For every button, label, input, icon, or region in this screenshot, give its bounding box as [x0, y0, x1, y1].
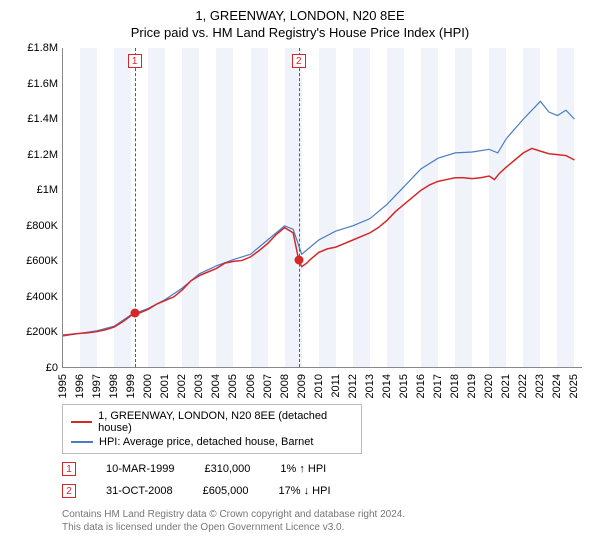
sale-flag-icon: 1: [62, 462, 76, 476]
x-axis-label: 2010: [313, 374, 325, 398]
sale-date: 31-OCT-2008: [106, 485, 173, 497]
y-axis-label: £1.2M: [27, 149, 58, 161]
chart-container: 1, GREENWAY, LONDON, N20 8EE Price paid …: [0, 0, 600, 542]
x-axis-label: 2005: [227, 374, 239, 398]
x-axis-label: 1997: [91, 374, 103, 398]
sale-flag-icon: 2: [62, 484, 76, 498]
x-axis-label: 2025: [568, 374, 580, 398]
legend-label-property: 1, GREENWAY, LONDON, N20 8EE (detached h…: [98, 410, 353, 434]
sale-delta: 17% ↓ HPI: [279, 485, 331, 497]
chart-title: 1, GREENWAY, LONDON, N20 8EE: [12, 8, 588, 23]
sale-row: 1 10-MAR-1999 £310,000 1% ↑ HPI: [62, 462, 588, 476]
x-axis-label: 2017: [432, 374, 444, 398]
x-axis-label: 2006: [245, 374, 257, 398]
x-axis-label: 2016: [415, 374, 427, 398]
x-axis-label: 1995: [57, 374, 69, 398]
x-axis-label: 2003: [193, 374, 205, 398]
x-axis-label: 1996: [74, 374, 86, 398]
x-axis-label: 1998: [108, 374, 120, 398]
x-axis-label: 2013: [364, 374, 376, 398]
sale-date: 10-MAR-1999: [106, 463, 174, 475]
x-axis-label: 2008: [279, 374, 291, 398]
plot-region: 12: [62, 48, 582, 368]
y-axis-label: £800K: [26, 220, 58, 232]
y-axis-label: £1.8M: [27, 42, 58, 54]
x-axis-label: 2011: [330, 374, 342, 398]
y-axis-label: £200K: [26, 326, 58, 338]
footer-line2: This data is licensed under the Open Gov…: [62, 521, 588, 534]
x-axis-label: 2024: [551, 374, 563, 398]
x-axis-label: 2007: [262, 374, 274, 398]
footer-line1: Contains HM Land Registry data © Crown c…: [62, 508, 588, 521]
sale-row: 2 31-OCT-2008 £605,000 17% ↓ HPI: [62, 484, 588, 498]
x-axis-label: 2014: [381, 374, 393, 398]
sale-price: £605,000: [203, 485, 249, 497]
x-axis-label: 2019: [466, 374, 478, 398]
chart-area: 12 £0 £200K £400K £600K £800K £1M £1.2M £1.4M £1…: [12, 48, 588, 398]
sale-price: £310,000: [204, 463, 250, 475]
x-axis-label: 2009: [296, 374, 308, 398]
x-axis-label: 2022: [517, 374, 529, 398]
x-axis-label: 2020: [483, 374, 495, 398]
footer-attribution: Contains HM Land Registry data © Crown c…: [62, 508, 588, 534]
legend-item-hpi: HPI: Average price, detached house, Barn…: [71, 435, 353, 449]
x-axis-label: 2004: [210, 374, 222, 398]
x-axis-label: 2012: [347, 374, 359, 398]
y-axis-label: £400K: [26, 291, 58, 303]
legend-item-property: 1, GREENWAY, LONDON, N20 8EE (detached h…: [71, 409, 353, 435]
sale-delta: 1% ↑ HPI: [280, 463, 326, 475]
y-axis-label: £600K: [26, 255, 58, 267]
y-axis-label: £1M: [37, 184, 58, 196]
y-axis-label: £1.4M: [27, 113, 58, 125]
x-axis-label: 2023: [534, 374, 546, 398]
sales-table: 1 10-MAR-1999 £310,000 1% ↑ HPI 2 31-OCT…: [12, 462, 588, 498]
x-axis-label: 2001: [159, 374, 171, 398]
legend-label-hpi: HPI: Average price, detached house, Barn…: [99, 436, 313, 448]
legend-swatch-property: [71, 421, 92, 423]
x-axis-label: 2021: [500, 374, 512, 398]
x-axis-label: 2015: [398, 374, 410, 398]
y-axis-label: £0: [46, 362, 58, 374]
y-axis-label: £1.6M: [27, 78, 58, 90]
sale-marker: [130, 308, 139, 317]
legend-swatch-hpi: [71, 441, 93, 443]
x-axis-label: 2000: [142, 374, 154, 398]
chart-lines: [63, 48, 582, 367]
x-axis-label: 2018: [449, 374, 461, 398]
x-axis-label: 1999: [125, 374, 137, 398]
sale-marker: [294, 256, 303, 265]
x-axis-label: 2002: [176, 374, 188, 398]
chart-subtitle: Price paid vs. HM Land Registry's House …: [12, 25, 588, 40]
legend: 1, GREENWAY, LONDON, N20 8EE (detached h…: [62, 404, 362, 454]
